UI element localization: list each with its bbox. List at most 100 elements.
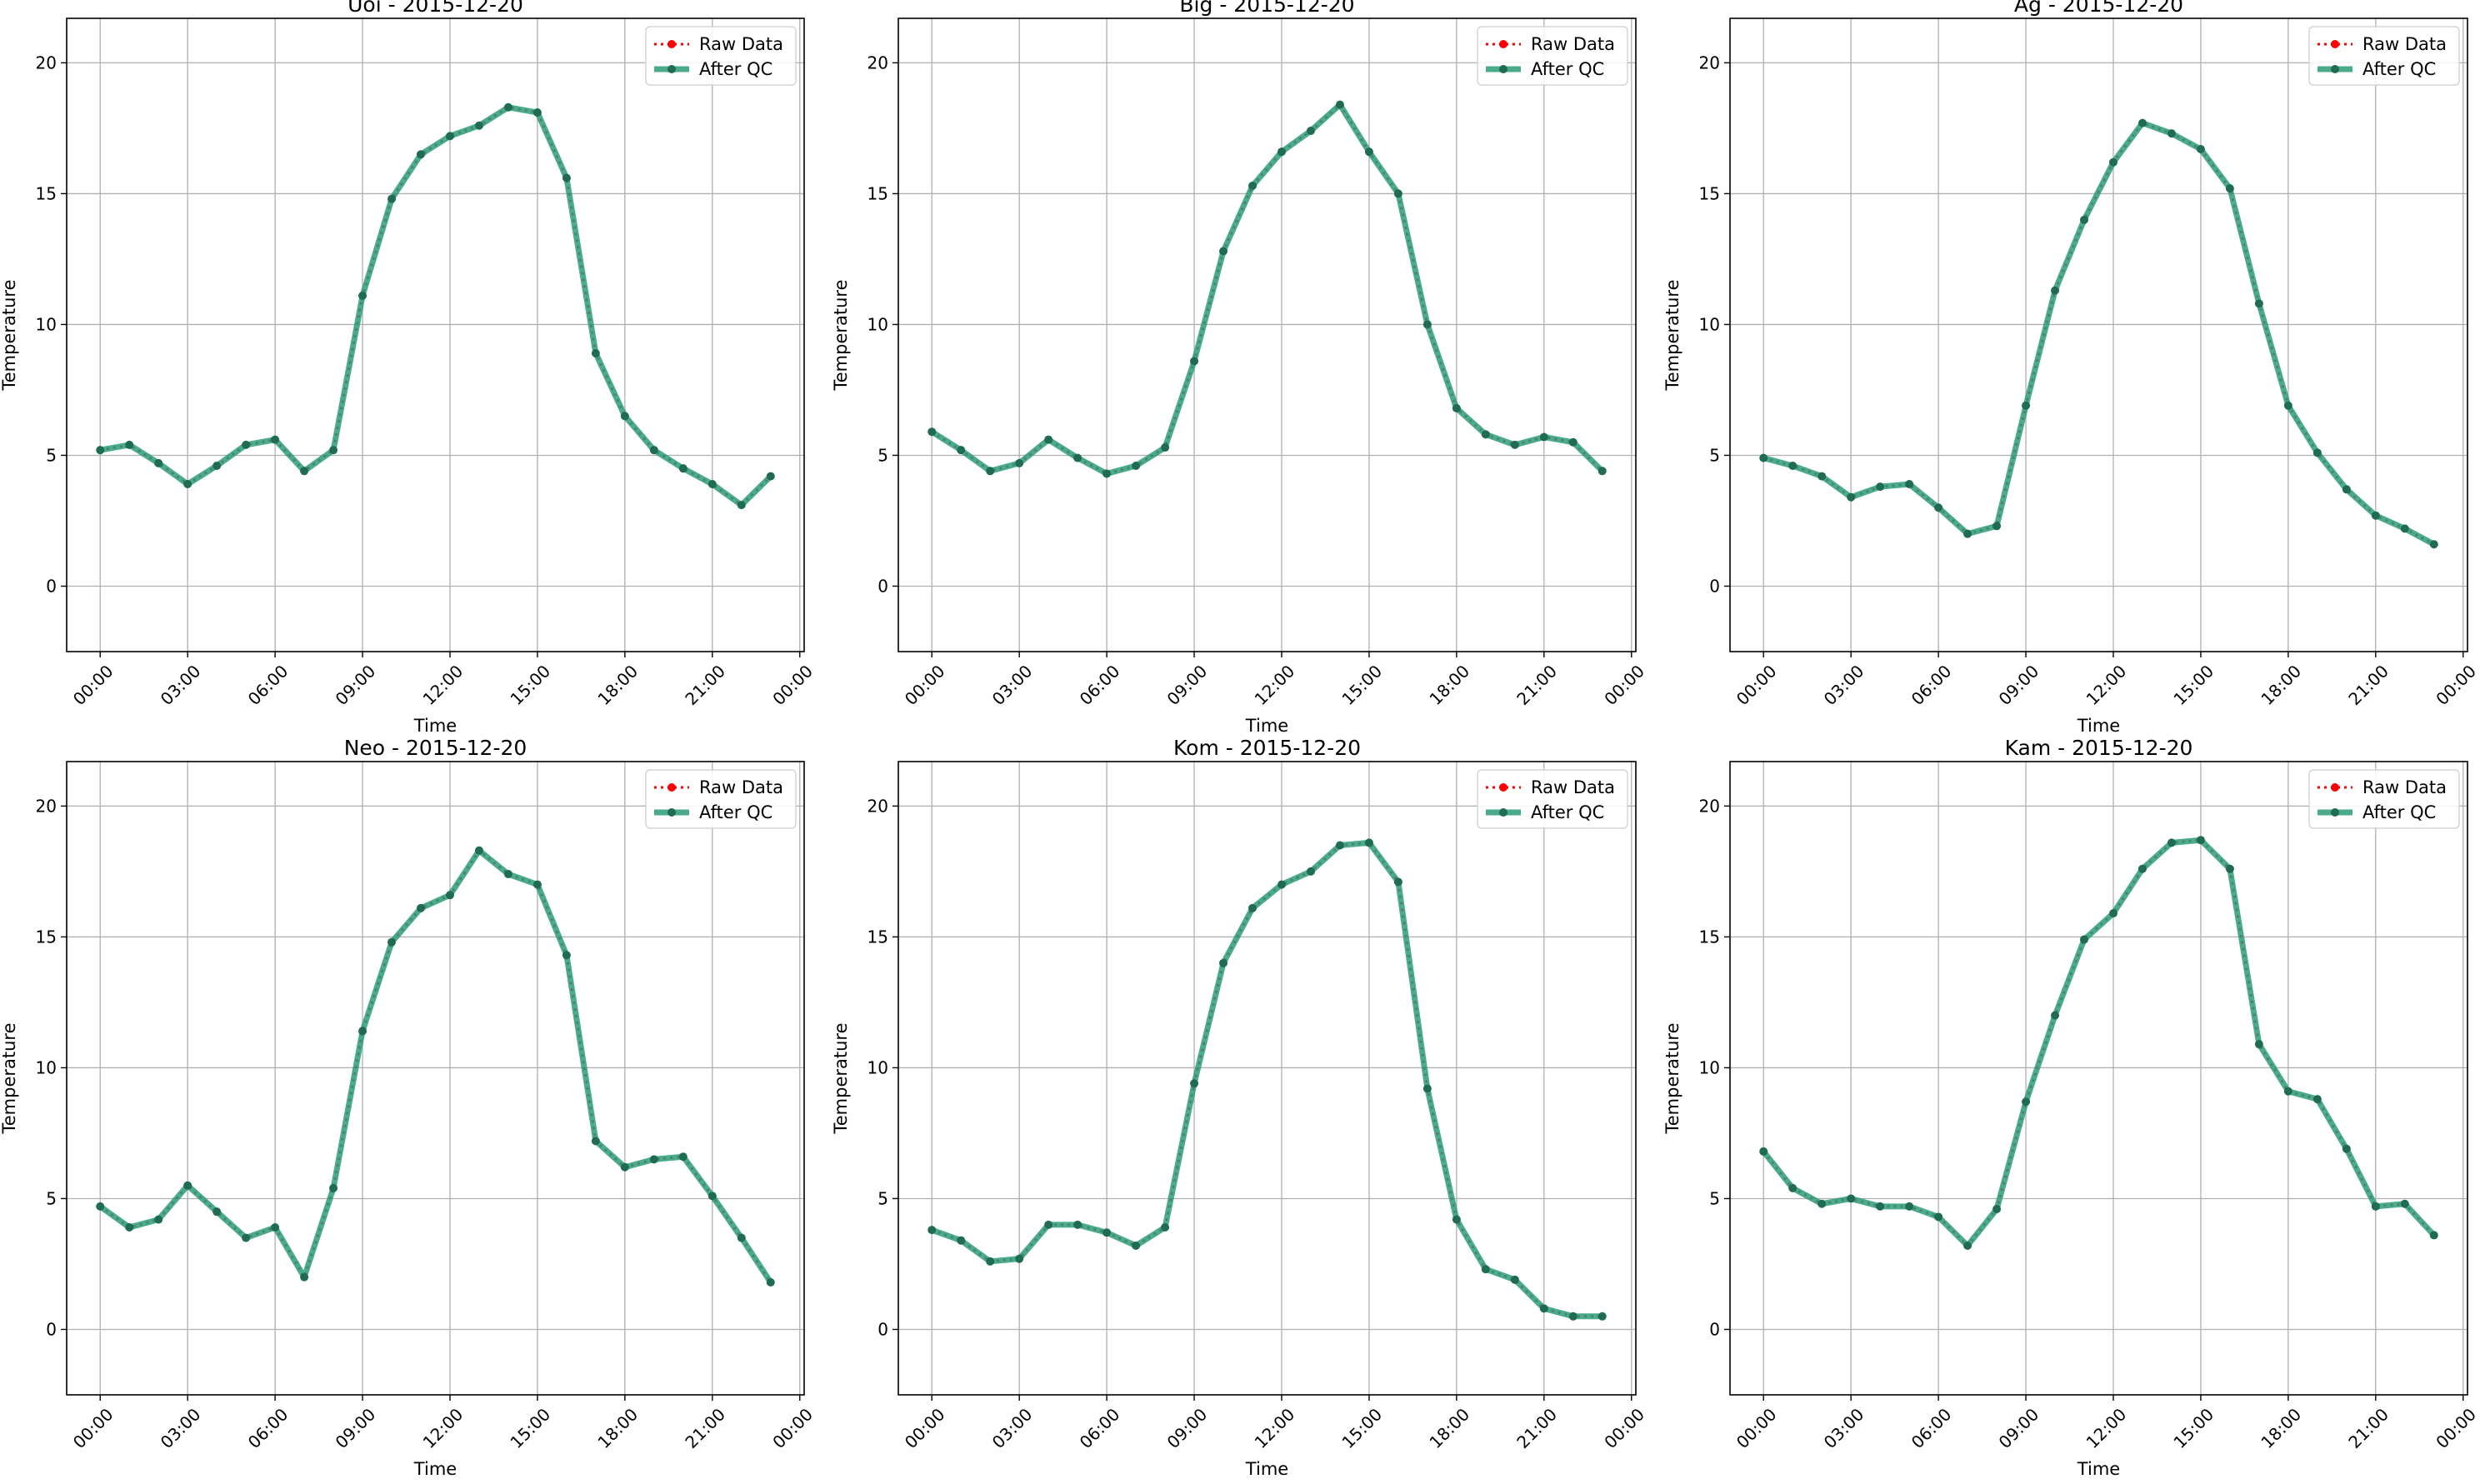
x-axis-label: Time xyxy=(2077,1459,2120,1479)
axes-frame xyxy=(1729,761,2468,1396)
point-after-qc xyxy=(2022,401,2031,410)
legend-marker-after-qc xyxy=(1499,65,1508,73)
point-after-qc xyxy=(1759,1147,1768,1156)
x-tick-label: 21:00 xyxy=(681,661,729,709)
y-tick-label: 15 xyxy=(1699,927,1720,947)
point-after-qc xyxy=(2080,215,2089,224)
point-after-qc xyxy=(1568,1312,1578,1321)
x-tick-label: 06:00 xyxy=(1076,661,1124,709)
x-tick-label: 09:00 xyxy=(1163,661,1212,709)
x-axis-label: Time xyxy=(413,716,457,736)
y-tick-label: 0 xyxy=(878,576,888,596)
x-tick-label: 15:00 xyxy=(1338,661,1386,709)
y-tick-label: 20 xyxy=(1699,796,1720,816)
y-tick-label: 5 xyxy=(878,445,888,465)
legend: Raw Data After QC xyxy=(645,769,797,829)
point-after-qc xyxy=(154,458,163,467)
x-tick-label: 00:00 xyxy=(69,1404,118,1452)
x-tick-label: 03:00 xyxy=(157,1404,205,1452)
x-axis-label: Time xyxy=(413,1459,457,1479)
legend-label-raw-data: Raw Data xyxy=(699,34,783,54)
x-tick-label: 15:00 xyxy=(506,661,554,709)
x-tick-label: 12:00 xyxy=(1251,1404,1299,1452)
point-after-qc xyxy=(154,1215,163,1224)
x-axis-label: Time xyxy=(1245,716,1288,736)
point-after-qc xyxy=(212,1207,222,1217)
x-tick-label: 21:00 xyxy=(2344,1404,2392,1452)
legend-marker-raw-data xyxy=(2331,783,2339,792)
y-axis-label: Temperature xyxy=(1662,279,1682,391)
y-tick-label: 5 xyxy=(46,445,57,465)
legend-label-after-qc: After QC xyxy=(1531,802,1604,822)
x-tick-label: 09:00 xyxy=(332,1404,380,1452)
point-after-qc xyxy=(2196,145,2205,154)
point-after-qc xyxy=(1044,1220,1053,1229)
y-tick-label: 10 xyxy=(1699,314,1720,334)
point-after-qc xyxy=(1277,147,1286,157)
point-after-qc xyxy=(474,846,483,855)
point-after-qc xyxy=(1963,1241,1972,1250)
point-after-qc xyxy=(417,150,426,159)
x-tick-label: 21:00 xyxy=(2344,661,2392,709)
point-after-qc xyxy=(1992,1205,2002,1214)
x-tick-label: 09:00 xyxy=(1163,1404,1212,1452)
series-line-after-qc xyxy=(1762,120,2436,547)
point-after-qc xyxy=(1876,1202,1885,1211)
x-tick-label: 03:00 xyxy=(988,1404,1037,1452)
legend: Raw Data After QC xyxy=(1477,769,1628,829)
point-after-qc xyxy=(1219,958,1228,967)
point-after-qc xyxy=(1934,503,1943,512)
point-after-qc xyxy=(649,446,658,455)
legend-label-raw-data: Raw Data xyxy=(2362,34,2447,54)
axes-frame xyxy=(898,17,1637,652)
point-after-qc xyxy=(1539,1304,1548,1313)
point-after-qc xyxy=(1598,1312,1607,1321)
x-tick-label: 21:00 xyxy=(1512,661,1561,709)
point-after-qc xyxy=(183,480,192,489)
point-after-qc xyxy=(1132,1241,1141,1250)
legend-marker-after-qc xyxy=(668,808,676,817)
point-after-qc xyxy=(1788,462,1798,471)
point-after-qc xyxy=(1847,1194,1856,1203)
point-after-qc xyxy=(2429,1231,2438,1240)
x-tick-label: 00:00 xyxy=(901,1404,949,1452)
x-tick-label: 15:00 xyxy=(2169,661,2218,709)
point-after-qc xyxy=(1132,462,1141,471)
point-after-qc xyxy=(591,348,600,357)
x-tick-label: 00:00 xyxy=(901,661,949,709)
x-tick-label: 00:00 xyxy=(1732,1404,1781,1452)
legend-label-after-qc: After QC xyxy=(2362,802,2436,822)
y-tick-label: 0 xyxy=(46,576,57,596)
point-after-qc xyxy=(532,108,542,117)
point-after-qc xyxy=(1598,467,1607,476)
legend-label-after-qc: After QC xyxy=(1531,59,1604,79)
point-after-qc xyxy=(766,472,775,481)
point-after-qc xyxy=(678,464,688,473)
legend: Raw Data After QC xyxy=(2308,769,2460,829)
point-after-qc xyxy=(242,440,251,449)
point-after-qc xyxy=(1277,880,1286,889)
legend-label-raw-data: Raw Data xyxy=(1531,777,1615,797)
x-tick-label: 18:00 xyxy=(593,1404,642,1452)
point-after-qc xyxy=(562,173,571,182)
point-after-qc xyxy=(2371,511,2380,520)
x-tick-label: 06:00 xyxy=(1908,1404,1956,1452)
point-after-qc xyxy=(1818,472,1827,481)
point-after-qc xyxy=(1190,357,1199,366)
point-after-qc xyxy=(2167,129,2176,138)
y-tick-label: 15 xyxy=(868,927,888,947)
x-axis-label: Time xyxy=(1245,1459,1288,1479)
x-tick-label: 15:00 xyxy=(2169,1404,2218,1452)
point-after-qc xyxy=(1481,430,1490,439)
legend-marker-after-qc xyxy=(668,65,676,73)
point-after-qc xyxy=(503,870,512,879)
point-after-qc xyxy=(1452,403,1461,412)
point-after-qc xyxy=(1905,1202,1914,1211)
point-after-qc xyxy=(1818,1199,1827,1208)
point-after-qc xyxy=(358,291,368,300)
legend-marker-raw-data xyxy=(2331,40,2339,48)
point-after-qc xyxy=(1015,458,1024,467)
x-tick-label: 18:00 xyxy=(2257,1404,2305,1452)
x-tick-label: 06:00 xyxy=(244,1404,292,1452)
chart-panel-5: 00:00 03:00 06:00 09:00 12:00 15:00 18:00 21:00… xyxy=(831,736,1648,1479)
